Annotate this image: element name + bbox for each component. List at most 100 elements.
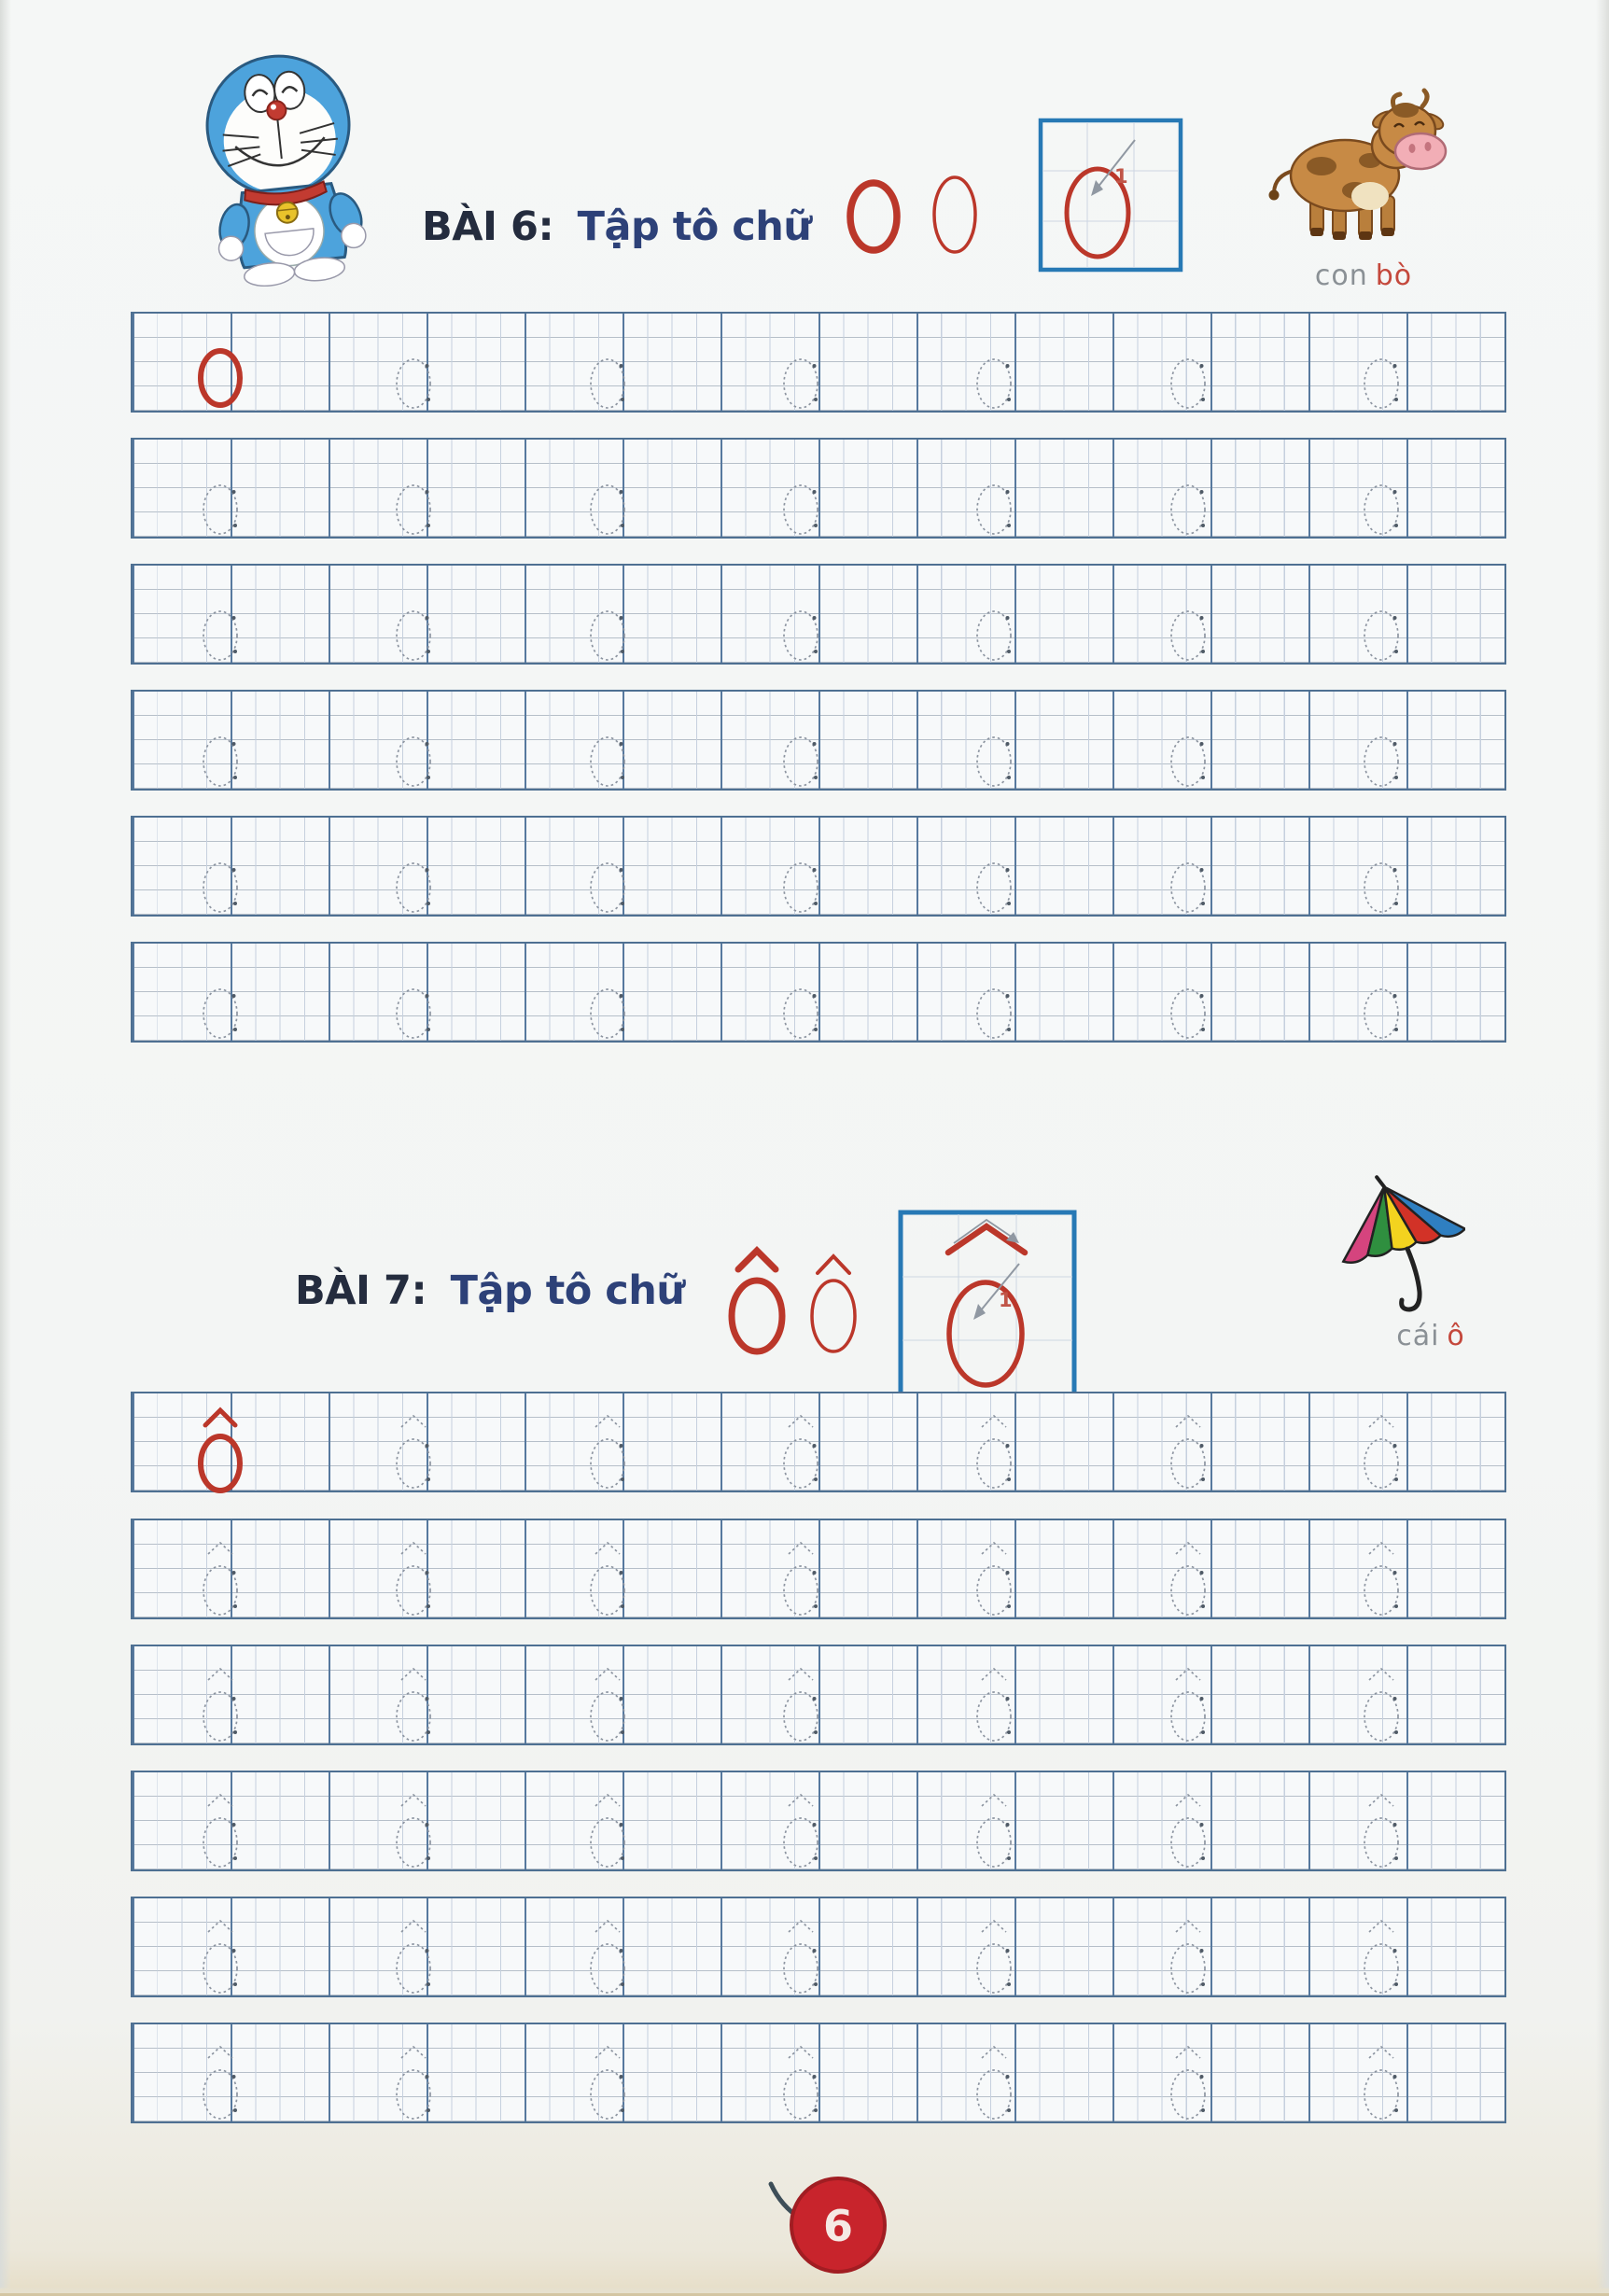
trace-letter-dotted xyxy=(780,482,821,536)
trace-letter-dotted xyxy=(1168,860,1209,914)
trace-letter-dotted xyxy=(973,1916,1014,1995)
trace-letter-dotted xyxy=(780,1790,821,1869)
cow-caption-word: con xyxy=(1314,259,1368,292)
trace-letter-dotted xyxy=(1168,1916,1209,1995)
trace-letter-dotted xyxy=(393,1664,434,1743)
trace-letter-dotted xyxy=(393,608,434,662)
trace-letter-dotted xyxy=(200,1538,241,1617)
trace-letter-dotted xyxy=(1361,986,1402,1040)
trace-letter-dotted xyxy=(780,1411,821,1490)
trace-letter-dotted xyxy=(587,1411,628,1490)
trace-letter-dotted xyxy=(1168,1538,1209,1617)
scan-edge-bottom xyxy=(0,2287,1609,2296)
umbrella-illustration xyxy=(1325,1172,1467,1323)
scan-edge-right xyxy=(1596,0,1609,2296)
trace-letter-dotted xyxy=(973,1790,1014,1869)
trace-letter-dotted xyxy=(780,608,821,662)
trace-letter-dotted xyxy=(393,1916,434,1995)
umbrella-caption-name: ô xyxy=(1447,1320,1465,1352)
practice-row xyxy=(131,1392,1506,1494)
trace-letter-dotted xyxy=(1361,482,1402,536)
practice-row xyxy=(131,1645,1506,1745)
lesson7-stroke-order-box: 1 xyxy=(898,1210,1077,1411)
trace-letter-dotted xyxy=(587,2042,628,2121)
trace-letter-dotted xyxy=(780,356,821,410)
trace-letter-dotted xyxy=(393,482,434,536)
trace-letter-dotted xyxy=(1361,356,1402,410)
lesson7-sample-letter-bold xyxy=(723,1241,791,1359)
umbrella-caption: cái ô xyxy=(1351,1320,1510,1352)
cow-caption: con bò xyxy=(1275,259,1452,292)
lesson7-sample-letter-light xyxy=(804,1247,862,1359)
sample-letter-red xyxy=(194,1405,246,1494)
doraemon-illustration xyxy=(189,49,380,287)
trace-letter-dotted xyxy=(973,2042,1014,2121)
trace-letter-dotted xyxy=(393,356,434,410)
trace-letter-dotted xyxy=(973,860,1014,914)
trace-letter-dotted xyxy=(200,482,241,536)
trace-letter-dotted xyxy=(780,986,821,1040)
trace-letter-dotted xyxy=(393,734,434,788)
trace-letter-dotted xyxy=(1168,1411,1209,1490)
trace-letter-dotted xyxy=(587,608,628,662)
scan-edge-left xyxy=(0,0,11,2296)
trace-letter-dotted xyxy=(393,860,434,914)
trace-letter-dotted xyxy=(587,1790,628,1869)
trace-letter-dotted xyxy=(587,482,628,536)
trace-letter-dotted xyxy=(1361,1538,1402,1617)
page-number: 6 xyxy=(823,2201,853,2251)
trace-letter-dotted xyxy=(1168,356,1209,410)
trace-letter-dotted xyxy=(1168,734,1209,788)
trace-letter-dotted xyxy=(1168,1664,1209,1743)
trace-letter-dotted xyxy=(1361,608,1402,662)
practice-row xyxy=(131,1771,1506,1871)
trace-letter-dotted xyxy=(973,1411,1014,1490)
practice-row xyxy=(131,438,1506,539)
trace-letter-dotted xyxy=(1168,482,1209,536)
trace-letter-dotted xyxy=(200,860,241,914)
trace-letter-dotted xyxy=(200,608,241,662)
sample-letter-red xyxy=(194,345,246,411)
practice-row xyxy=(131,690,1506,791)
lesson7-stroke-number: 1 xyxy=(999,1289,1013,1311)
cow-illustration xyxy=(1266,82,1452,255)
trace-letter-dotted xyxy=(1361,1790,1402,1869)
trace-letter-dotted xyxy=(200,1664,241,1743)
trace-letter-dotted xyxy=(587,734,628,788)
trace-letter-dotted xyxy=(200,1916,241,1995)
trace-letter-dotted xyxy=(587,1664,628,1743)
trace-letter-dotted xyxy=(1168,1790,1209,1869)
lesson6-sample-letter-bold xyxy=(845,177,902,259)
trace-letter-dotted xyxy=(393,2042,434,2121)
trace-letter-dotted xyxy=(973,482,1014,536)
cow-caption-name: bò xyxy=(1375,259,1413,292)
trace-letter-dotted xyxy=(587,1538,628,1617)
lesson6-title: BÀI 6: Tập tô chữ xyxy=(422,203,812,250)
trace-letter-dotted xyxy=(200,1790,241,1869)
lesson7-number: BÀI 7: xyxy=(295,1267,427,1314)
lesson6-number: BÀI 6: xyxy=(422,203,554,250)
trace-letter-dotted xyxy=(1361,1411,1402,1490)
trace-letter-dotted xyxy=(1361,1916,1402,1995)
practice-row xyxy=(131,1519,1506,1619)
lesson6-sample-letter-light xyxy=(929,172,981,261)
practice-row xyxy=(131,564,1506,665)
page-number-badge: 6 xyxy=(758,2165,898,2286)
lesson7-title-text: Tập tô chữ xyxy=(450,1267,685,1314)
trace-letter-dotted xyxy=(1168,986,1209,1040)
trace-letter-dotted xyxy=(1168,2042,1209,2121)
trace-letter-dotted xyxy=(1361,1664,1402,1743)
trace-letter-dotted xyxy=(393,1538,434,1617)
practice-row xyxy=(131,1897,1506,1997)
umbrella-caption-word: cái xyxy=(1396,1320,1440,1352)
trace-letter-dotted xyxy=(587,860,628,914)
trace-letter-dotted xyxy=(587,986,628,1040)
trace-letter-dotted xyxy=(973,1538,1014,1617)
lesson7-title: BÀI 7: Tập tô chữ xyxy=(295,1267,685,1314)
practice-row xyxy=(131,2023,1506,2123)
trace-letter-dotted xyxy=(1361,734,1402,788)
trace-letter-dotted xyxy=(780,734,821,788)
trace-letter-dotted xyxy=(393,1790,434,1869)
trace-letter-dotted xyxy=(1361,2042,1402,2121)
